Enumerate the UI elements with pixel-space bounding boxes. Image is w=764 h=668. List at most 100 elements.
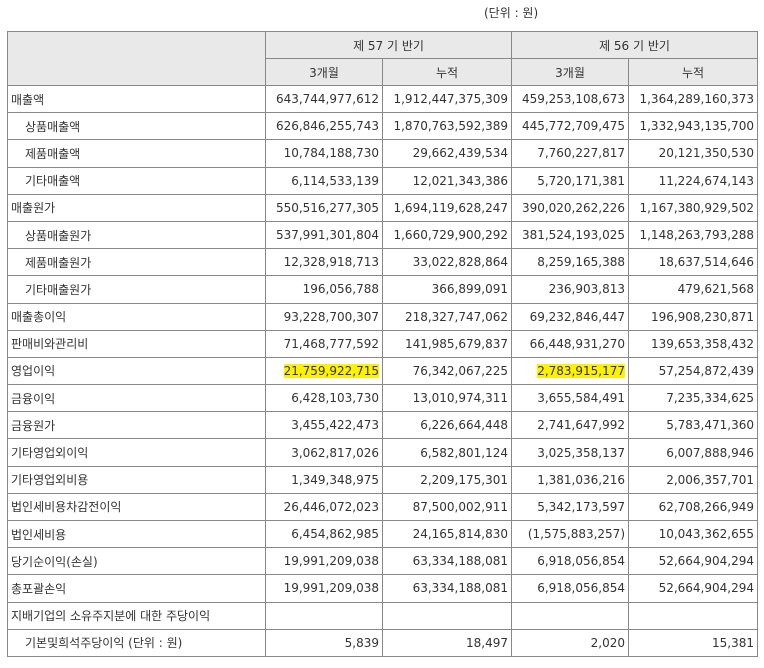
cell-p57-3m: 6,114,533,139	[265, 166, 383, 195]
table-row: 제품매출액 10,784,188,730 29,662,439,534 7,760,2…	[7, 139, 758, 168]
row-label: 제품매출액	[7, 139, 266, 168]
table-row: 판매비와관리비 71,468,777,592 141,985,679,837 66,4…	[7, 329, 758, 358]
row-label: 총포괄손익	[7, 574, 266, 603]
cell-p56-cumulative: 52,664,904,294	[628, 547, 758, 576]
row-label: 법인세비용	[7, 519, 266, 549]
cell-p57-cumulative: 18,497	[382, 628, 512, 657]
cell-p56-3m: 381,524,193,025	[511, 220, 629, 250]
cell-p56-cumulative: 18,637,514,646	[628, 248, 758, 277]
cell-p56-cumulative: 57,254,872,439	[628, 356, 758, 386]
cell-p57-cumulative: 13,010,974,311	[382, 384, 512, 413]
row-label: 당기순이익(손실)	[7, 547, 266, 576]
cell-p57-cumulative: 218,327,747,062	[382, 302, 512, 331]
row-label: 매출액	[7, 84, 266, 114]
cell-p57-cumulative: 33,022,828,864	[382, 248, 512, 277]
cell-p56-cumulative: 20,121,350,530	[628, 139, 758, 168]
cell-p56-3m: 8,259,165,388	[511, 248, 629, 277]
table-row: 법인세비용 6,454,862,985 24,165,814,830 (1,575,8…	[7, 519, 758, 549]
cell-p57-3m: 3,062,817,026	[265, 438, 383, 467]
cell-p57-cumulative: 6,226,664,448	[382, 411, 512, 440]
cell-p57-3m: 5,839	[265, 628, 383, 657]
cell-p56-cumulative: 196,908,230,871	[628, 302, 758, 331]
cell-p56-3m: 2,020	[511, 628, 629, 657]
table-row: 기본및희석주당이익 (단위 : 원) 5,839 18,497 2,020 15,381	[7, 628, 758, 657]
cell-p57-cumulative: 87,500,002,911	[382, 492, 512, 522]
cell-p56-3m: 236,903,813	[511, 275, 629, 304]
cell-p57-cumulative: 76,342,067,225	[382, 356, 512, 386]
cell-p56-3m: 66,448,931,270	[511, 329, 629, 358]
table-row: 금융이익 6,428,103,730 13,010,974,311 3,655,584…	[7, 384, 758, 413]
cell-p56-3m: (1,575,883,257)	[511, 519, 629, 549]
table-row: 당기순이익(손실) 19,991,209,038 63,334,188,081 6,9…	[7, 547, 758, 576]
row-label: 상품매출원가	[7, 220, 266, 250]
row-label: 기타매출원가	[7, 275, 266, 304]
cell-p57-cumulative: 366,899,091	[382, 275, 512, 304]
row-label: 기타영업외이익	[7, 438, 266, 467]
cell-p57-3m: 550,516,277,305	[265, 193, 383, 222]
table-row: 기타매출액 6,114,533,139 12,021,343,386 5,720,17…	[7, 166, 758, 195]
header-57-3m: 3개월	[265, 58, 383, 86]
header-corner-cell	[7, 31, 266, 86]
cell-p57-3m: 643,744,977,612	[265, 84, 383, 114]
cell-p56-cumulative: 10,043,362,655	[628, 519, 758, 549]
cell-p57-cumulative: 63,334,188,081	[382, 547, 512, 576]
cell-p56-cumulative: 6,007,888,946	[628, 438, 758, 467]
cell-p56-3m: 459,253,108,673	[511, 84, 629, 114]
cell-p57-cumulative: 141,985,679,837	[382, 329, 512, 358]
row-label: 지배기업의 소유주지분에 대한 주당이익	[7, 601, 266, 630]
cell-p57-3m: 196,056,788	[265, 275, 383, 304]
table-row: 지배기업의 소유주지분에 대한 주당이익	[7, 601, 758, 630]
row-label: 제품매출원가	[7, 248, 266, 277]
header-56-3m: 3개월	[511, 58, 629, 86]
header-period-56: 제 56 기 반기	[511, 31, 758, 59]
cell-p57-3m: 6,428,103,730	[265, 384, 383, 413]
table-row: 제품매출원가 12,328,918,713 33,022,828,864 8,259,…	[7, 248, 758, 277]
cell-p57-3m: 537,991,301,804	[265, 220, 383, 250]
cell-p57-cumulative: 24,165,814,830	[382, 519, 512, 549]
row-label: 법인세비용차감전이익	[7, 492, 266, 522]
cell-p57-3m: 3,455,422,473	[265, 411, 383, 440]
cell-p56-cumulative: 52,664,904,294	[628, 574, 758, 603]
table-row: 기타영업외비용 1,349,348,975 2,209,175,301 1,381,0…	[7, 465, 758, 494]
highlighted-value: 2,783,915,177	[537, 363, 625, 378]
cell-p57-3m: 19,991,209,038	[265, 547, 383, 576]
table-row: 매출액 643,744,977,612 1,912,447,375,309 459,2…	[7, 84, 758, 114]
table-row: 상품매출원가 537,991,301,804 1,660,729,900,292 38…	[7, 220, 758, 250]
row-label: 기타매출액	[7, 166, 266, 195]
cell-p56-cumulative	[628, 601, 758, 630]
cell-p57-cumulative: 2,209,175,301	[382, 465, 512, 494]
cell-p57-3m: 71,468,777,592	[265, 329, 383, 358]
row-label: 상품매출액	[7, 112, 266, 141]
row-label: 금융이익	[7, 384, 266, 413]
cell-p57-cumulative: 1,694,119,628,247	[382, 193, 512, 222]
row-label: 기본및희석주당이익 (단위 : 원)	[7, 628, 266, 657]
table-row: 상품매출액 626,846,255,743 1,870,763,592,389 445…	[7, 112, 758, 141]
cell-p56-3m: 2,783,915,177	[511, 356, 629, 386]
row-label: 매출원가	[7, 193, 266, 222]
cell-p56-cumulative: 15,381	[628, 628, 758, 657]
cell-p56-cumulative: 1,148,263,793,288	[628, 220, 758, 250]
cell-p56-3m: 3,655,584,491	[511, 384, 629, 413]
cell-p56-cumulative: 479,621,568	[628, 275, 758, 304]
cell-p57-cumulative: 1,660,729,900,292	[382, 220, 512, 250]
cell-p56-3m: 6,918,056,854	[511, 547, 629, 576]
row-label: 금융원가	[7, 411, 266, 440]
cell-p56-3m: 5,720,171,381	[511, 166, 629, 195]
cell-p57-cumulative	[382, 601, 512, 630]
highlighted-value: 21,759,922,715	[283, 363, 379, 378]
cell-p57-3m: 12,328,918,713	[265, 248, 383, 277]
cell-p56-3m: 1,381,036,216	[511, 465, 629, 494]
cell-p56-3m: 69,232,846,447	[511, 302, 629, 331]
cell-p56-3m: 2,741,647,992	[511, 411, 629, 440]
cell-p56-cumulative: 2,006,357,701	[628, 465, 758, 494]
cell-p57-cumulative: 1,912,447,375,309	[382, 84, 512, 114]
cell-p56-3m: 445,772,709,475	[511, 112, 629, 141]
table-row: 매출총이익 93,228,700,307 218,327,747,062 69,232…	[7, 302, 758, 331]
unit-note: (단위 : 원)	[484, 6, 539, 20]
header-row-columns: 3개월 누적 3개월 누적	[8, 58, 758, 86]
cell-p57-cumulative: 29,662,439,534	[382, 139, 512, 168]
cell-p56-3m: 6,918,056,854	[511, 574, 629, 603]
cell-p57-cumulative: 63,334,188,081	[382, 574, 512, 603]
cell-p57-3m: 6,454,862,985	[265, 519, 383, 549]
table-row: 기타영업외이익 3,062,817,026 6,582,801,124 3,025,3…	[7, 438, 758, 467]
